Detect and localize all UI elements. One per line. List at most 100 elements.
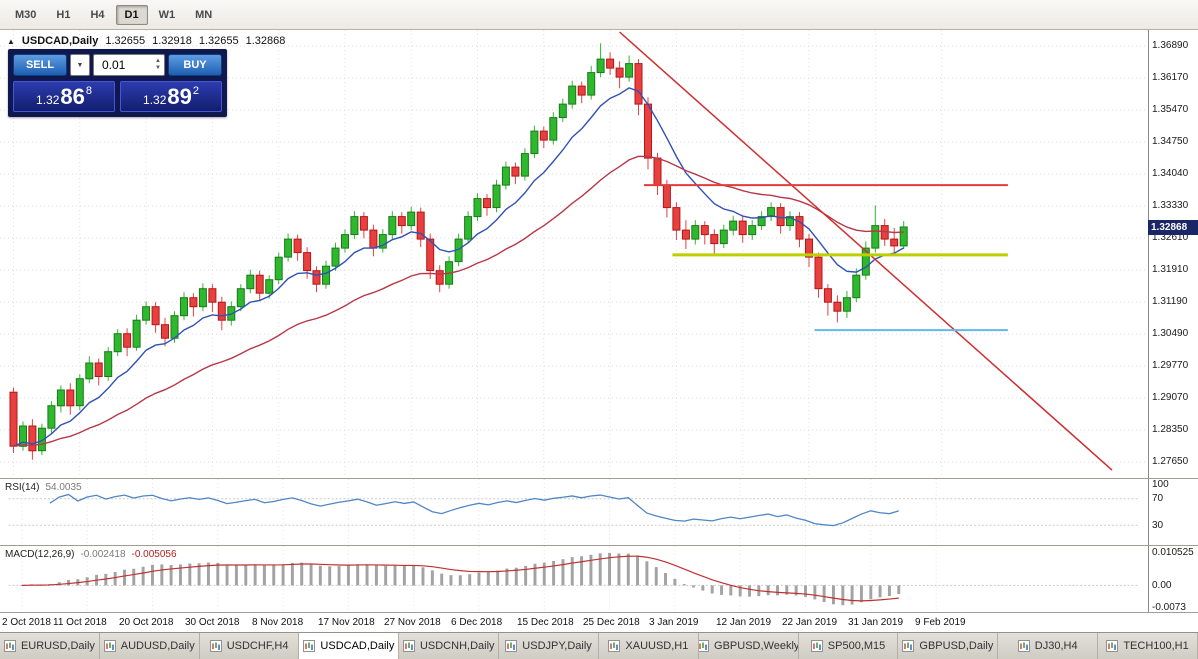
date-label: 27 Nov 2018 bbox=[384, 617, 441, 628]
chart-icon bbox=[103, 640, 116, 652]
price-chart[interactable] bbox=[0, 30, 1148, 478]
chart-icon bbox=[698, 640, 710, 652]
chart-icon bbox=[1017, 640, 1030, 652]
sell-price-display[interactable]: 1.32 86 8 bbox=[13, 81, 115, 112]
chart-icon bbox=[1106, 640, 1119, 652]
macd-name: MACD(12,26,9) bbox=[5, 549, 75, 560]
tab-label: GBPUSD,Weekly bbox=[714, 640, 799, 652]
chevron-down-icon: ▼ bbox=[76, 61, 84, 69]
price-axis-label: 1.33330 bbox=[1152, 200, 1189, 211]
price-axis-label: 1.36890 bbox=[1152, 40, 1189, 51]
timeframe-toolbar: M30 H1 H4 D1 W1 MN bbox=[0, 0, 1198, 30]
rsi-label: RSI(14) 54.0035 bbox=[5, 482, 82, 493]
macd-axis[interactable]: 0.010525 0.00 -0.0073 bbox=[1148, 546, 1198, 613]
tab-label: USDCHF,H4 bbox=[226, 640, 289, 652]
chart-icon bbox=[303, 640, 316, 652]
timeframe-button-w1[interactable]: W1 bbox=[158, 8, 176, 21]
volume-dropdown[interactable]: ▼ bbox=[70, 54, 90, 76]
date-label: 17 Nov 2018 bbox=[318, 617, 375, 628]
date-label: 6 Dec 2018 bbox=[451, 617, 503, 628]
chart-icon bbox=[810, 640, 823, 652]
chart-tab-gbpusd[interactable]: GBPUSD,Weekly bbox=[698, 633, 799, 659]
tab-label: GBPUSD,Daily bbox=[919, 640, 994, 652]
date-label: 15 Dec 2018 bbox=[517, 617, 574, 628]
chart-tab-audusd[interactable]: AUDUSD,Daily bbox=[99, 633, 200, 659]
chart-icon bbox=[505, 640, 518, 652]
date-label: 11 Oct 2018 bbox=[53, 617, 107, 628]
rsi-axis[interactable]: 100 70 30 bbox=[1148, 479, 1198, 545]
chart-icon bbox=[402, 640, 415, 652]
buy-price-big: 89 bbox=[167, 84, 192, 109]
buy-price-base: 1.32 bbox=[143, 93, 167, 107]
timeframe-button-h4[interactable]: H4 bbox=[90, 8, 105, 21]
macd-axis-label: -0.0073 bbox=[1152, 602, 1186, 613]
volume-stepper[interactable]: ▲ ▼ bbox=[155, 58, 161, 72]
price-axis-label: 1.32610 bbox=[1152, 232, 1189, 243]
price-axis-label: 1.30490 bbox=[1152, 328, 1189, 339]
chart-icon bbox=[902, 640, 915, 652]
date-label: 20 Oct 2018 bbox=[119, 617, 174, 628]
price-axis-label: 1.34750 bbox=[1152, 136, 1189, 147]
timeframe-button-mn[interactable]: MN bbox=[195, 8, 213, 21]
buy-button[interactable]: BUY bbox=[168, 54, 222, 76]
tab-label: XAUUSD,H1 bbox=[625, 640, 689, 652]
chart-tab-sp500[interactable]: SP500,M15 bbox=[798, 633, 899, 659]
chart-tab-gbpusd[interactable]: GBPUSD,Daily bbox=[898, 633, 999, 659]
sell-price-big: 86 bbox=[60, 84, 85, 109]
date-label: 25 Dec 2018 bbox=[583, 617, 640, 628]
main-chart-panel: 1.36890 1.36170 1.35470 1.34750 1.34040 1.333… bbox=[0, 30, 1198, 478]
timeframe-button-d1[interactable]: D1 bbox=[115, 4, 148, 25]
tab-label: USDCNH,Daily bbox=[419, 640, 495, 652]
chart-icon bbox=[3, 640, 16, 652]
chart-tab-tech100[interactable]: TECH100,H1 bbox=[1098, 633, 1198, 659]
price-axis-label: 1.29070 bbox=[1152, 392, 1189, 403]
sell-button[interactable]: SELL bbox=[13, 54, 67, 76]
rsi-axis-label: 70 bbox=[1152, 493, 1164, 504]
chart-tab-dj30[interactable]: DJ30,H4 bbox=[998, 633, 1099, 659]
stepper-down-icon[interactable]: ▼ bbox=[155, 65, 161, 71]
tab-label: USDCAD,Daily bbox=[320, 640, 395, 652]
chart-tab-xauusd[interactable]: XAUUSD,H1 bbox=[598, 633, 699, 659]
price-axis-label: 1.34040 bbox=[1152, 168, 1189, 179]
timeframe-button-m30[interactable]: M30 bbox=[15, 8, 37, 21]
volume-input[interactable]: 0.01 ▲ ▼ bbox=[93, 54, 165, 76]
date-label: 31 Jan 2019 bbox=[848, 617, 904, 628]
chart-tab-usdjpy[interactable]: USDJPY,Daily bbox=[499, 633, 599, 659]
chart-tab-eurusd[interactable]: EURUSD,Daily bbox=[0, 633, 100, 659]
bar-close-value: 1.32868 bbox=[245, 35, 286, 47]
rsi-name: RSI(14) bbox=[5, 482, 40, 493]
price-axis-label: 1.31910 bbox=[1152, 264, 1189, 275]
buy-price-display[interactable]: 1.32 89 2 bbox=[120, 81, 222, 112]
price-axis-label: 1.27650 bbox=[1152, 456, 1189, 467]
date-label: 22 Jan 2019 bbox=[782, 617, 838, 628]
chart-icon bbox=[209, 640, 222, 652]
macd-plot[interactable] bbox=[0, 546, 1148, 612]
date-label: 8 Nov 2018 bbox=[252, 617, 304, 628]
chart-symbol-label: USDCAD,Daily bbox=[21, 35, 99, 47]
stepper-up-icon[interactable]: ▲ bbox=[155, 58, 161, 64]
buy-price-pip: 2 bbox=[192, 85, 199, 97]
date-axis[interactable]: 2 Oct 2018 11 Oct 2018 20 Oct 2018 30 Oct 2… bbox=[0, 612, 1198, 632]
date-label: 9 Feb 2019 bbox=[915, 617, 966, 628]
volume-value: 0.01 bbox=[102, 58, 126, 72]
date-label: 30 Oct 2018 bbox=[185, 617, 240, 628]
chart-tab-usdcad[interactable]: USDCAD,Daily bbox=[299, 633, 400, 659]
price-axis-label: 1.29770 bbox=[1152, 360, 1189, 371]
chart-tab-usdcnh[interactable]: USDCNH,Daily bbox=[399, 633, 500, 659]
price-axis[interactable]: 1.36890 1.36170 1.35470 1.34750 1.34040 1.333… bbox=[1148, 30, 1198, 478]
rsi-plot[interactable] bbox=[0, 479, 1148, 545]
macd-indicator-panel: 0.010525 0.00 -0.0073 MACD(12,26,9) -0.0024… bbox=[0, 545, 1198, 613]
rsi-indicator-panel: 100 70 30 RSI(14) 54.0035 bbox=[0, 478, 1198, 545]
macd-signal-value: -0.005056 bbox=[131, 549, 177, 560]
timeframe-button-h1[interactable]: H1 bbox=[56, 8, 71, 21]
bar-high-value: 1.32918 bbox=[152, 35, 192, 47]
sell-price-base: 1.32 bbox=[36, 93, 60, 107]
price-axis-label: 1.35470 bbox=[1152, 104, 1189, 115]
tab-label: TECH100,H1 bbox=[1123, 640, 1189, 652]
price-axis-label: 1.31190 bbox=[1152, 296, 1188, 307]
chart-tab-usdchf[interactable]: USDCHF,H4 bbox=[199, 633, 300, 659]
bar-low-value: 1.32655 bbox=[198, 35, 239, 47]
rsi-value: 54.0035 bbox=[45, 482, 82, 493]
trade-panel-toggle-icon[interactable]: ▲ bbox=[7, 36, 15, 46]
